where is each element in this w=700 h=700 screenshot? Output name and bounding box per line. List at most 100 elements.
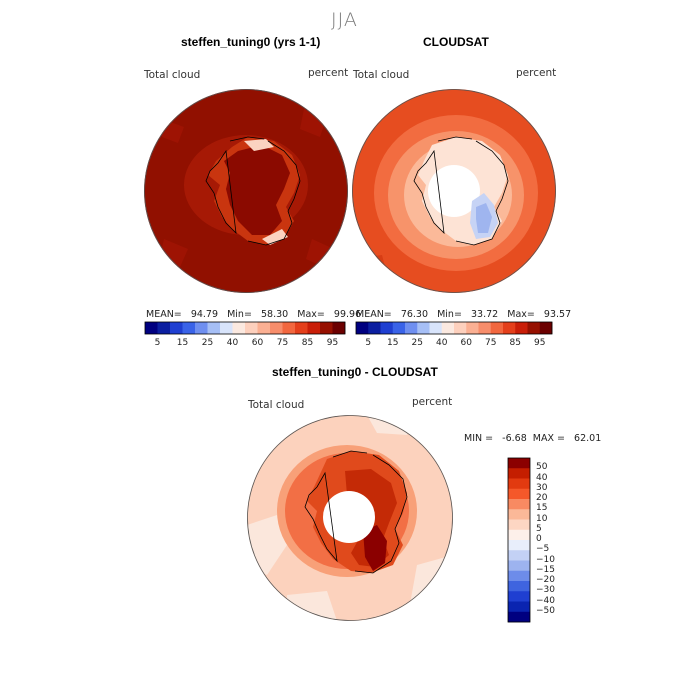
panel2-variable-label: Total cloud (353, 69, 410, 81)
colorbar-swatch (157, 322, 171, 334)
colorbar-swatch (515, 322, 528, 334)
colorbar-tick-label: −30 (536, 585, 555, 596)
panel2-mean-label: MEAN= (356, 309, 392, 320)
colorbar-swatch (245, 322, 258, 334)
colorbar-tick-label: 75 (485, 338, 497, 348)
panel1-map (144, 89, 348, 293)
panel3-max: 62.01 (574, 433, 602, 444)
panel3-variable-label: Total cloud (248, 399, 305, 411)
panel2-mean: 76.30 (400, 309, 429, 320)
panel3-stats: MIN = -6.68 MAX = 62.01 (464, 433, 601, 444)
colorbar-swatch (405, 322, 418, 334)
colorbar-tick-label: 5 (536, 523, 542, 534)
panel2-title: CLOUDSAT (423, 35, 489, 49)
panel2-max: 93.57 (543, 309, 572, 320)
colorbar-tick-label: 5 (154, 338, 161, 348)
colorbar-swatch (466, 322, 479, 334)
colorbar-swatch (257, 322, 271, 334)
panel1-mean: 94.79 (190, 309, 219, 320)
colorbar-tick-label: −10 (536, 554, 555, 565)
colorbar-swatch (478, 322, 492, 334)
colorbar-swatch (307, 322, 321, 334)
colorbar-tick-label: 15 (387, 338, 399, 348)
colorbar-tick-label: 95 (534, 338, 546, 348)
panel1-min: 58.30 (260, 309, 289, 320)
colorbar-swatch (232, 322, 246, 334)
colorbar-swatch (441, 322, 455, 334)
panel1-units-label: percent (308, 67, 349, 79)
colorbar-swatch (508, 509, 530, 520)
colorbar-swatch (295, 322, 308, 334)
colorbar-swatch (508, 529, 530, 541)
colorbar-tick-label: 15 (176, 338, 189, 348)
colorbar-swatch (527, 322, 541, 334)
panel3-colorbar (507, 457, 531, 623)
colorbar-tick-label: 30 (536, 482, 548, 493)
colorbar-tick-label: 5 (365, 338, 372, 348)
colorbar-swatch (380, 322, 394, 334)
colorbar-swatch (454, 322, 467, 334)
colorbar-tick-label: 60 (460, 338, 472, 348)
panel3-min: -6.68 (502, 433, 527, 444)
colorbar-swatch (282, 322, 296, 334)
colorbar-tick-label: 85 (509, 338, 521, 348)
colorbar-swatch (508, 478, 530, 490)
panel3-units-label: percent (412, 396, 453, 408)
panel3-title: steffen_tuning0 - CLOUDSAT (272, 365, 438, 379)
panel1-title: steffen_tuning0 (yrs 1-1) (181, 35, 321, 49)
panel3-min-label: MIN = (464, 433, 494, 444)
panel1-max: 99.96 (333, 309, 362, 320)
panel1-mean-label: MEAN= (146, 309, 182, 320)
colorbar-swatch (207, 322, 221, 334)
colorbar-swatch (508, 468, 530, 479)
colorbar-swatch (490, 322, 504, 334)
colorbar-swatch (508, 540, 530, 551)
panel1-min-label: Min= (227, 309, 252, 320)
colorbar-swatch (508, 550, 530, 561)
panel2-min-label: Min= (437, 309, 462, 320)
colorbar-swatch (508, 458, 530, 469)
colorbar-tick-label: 20 (536, 493, 548, 503)
colorbar-tick-label: 40 (226, 338, 239, 348)
panel2-colorbar (355, 321, 553, 335)
colorbar-swatch (145, 322, 158, 334)
colorbar-tick-label: 40 (436, 338, 448, 348)
panel1-stats: MEAN= 94.79 Min= 58.30 Max= 99.96 (146, 309, 361, 320)
colorbar-tick-label: 10 (536, 513, 548, 524)
colorbar-tick-label: −40 (536, 595, 555, 606)
colorbar-swatch (392, 322, 406, 334)
colorbar-swatch (508, 611, 530, 623)
colorbar-swatch (429, 322, 443, 334)
colorbar-tick-label: −50 (536, 605, 555, 616)
colorbar-tick-label: 50 (536, 462, 548, 473)
colorbar-swatch (508, 581, 530, 592)
colorbar-swatch (182, 322, 196, 334)
colorbar-tick-label: 25 (411, 338, 423, 348)
colorbar-swatch (508, 570, 530, 582)
panel2-map (352, 89, 556, 293)
colorbar-tick-label: 25 (201, 338, 214, 348)
colorbar-tick-label: −20 (536, 575, 555, 585)
figure-title: JJA (331, 9, 358, 31)
colorbar-tick-label: 0 (536, 534, 542, 544)
colorbar-swatch (508, 499, 530, 510)
panel1-variable-label: Total cloud (144, 69, 201, 81)
panel2-stats: MEAN= 76.30 Min= 33.72 Max= 93.57 (356, 309, 571, 320)
colorbar-swatch (320, 322, 333, 334)
colorbar-swatch (332, 322, 346, 334)
colorbar-swatch (508, 560, 530, 572)
colorbar-swatch (508, 591, 530, 602)
colorbar-swatch (368, 322, 381, 334)
colorbar-swatch (508, 601, 530, 613)
panel2-units-label: percent (516, 67, 557, 79)
panel1-max-label: Max= (297, 309, 325, 320)
colorbar-swatch (508, 488, 530, 500)
colorbar-tick-label: 95 (326, 338, 339, 348)
panel2-min: 33.72 (470, 309, 499, 320)
colorbar-tick-label: −15 (536, 564, 555, 575)
panel1-colorbar (144, 321, 346, 335)
colorbar-tick-label: 15 (536, 503, 548, 514)
panel3-max-label: MAX = (532, 433, 565, 444)
colorbar-tick-label: −5 (536, 544, 550, 555)
colorbar-swatch (195, 322, 208, 334)
